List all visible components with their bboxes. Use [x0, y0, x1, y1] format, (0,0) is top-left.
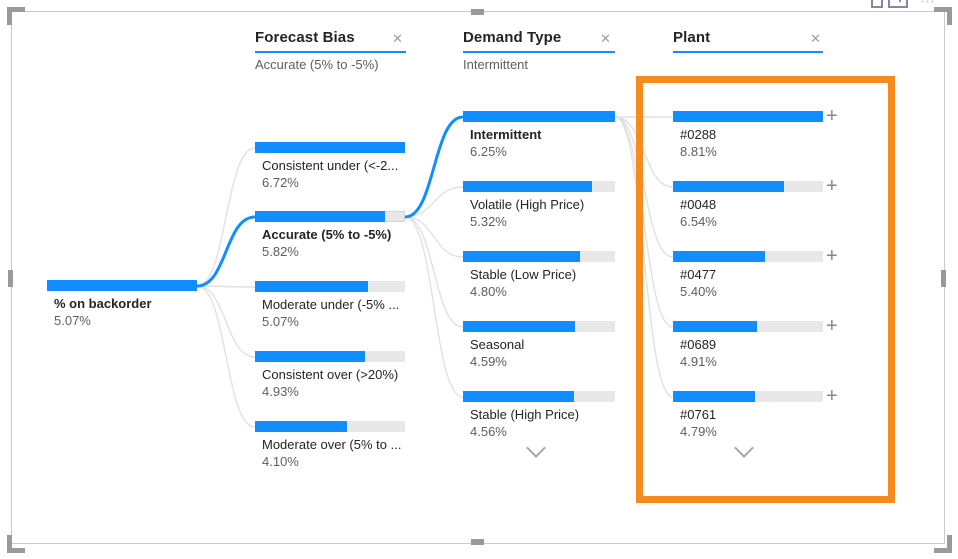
expand-plus-icon[interactable]: + [826, 105, 838, 127]
node-value: 8.81% [680, 144, 717, 159]
tree-node-plant-0689[interactable]: + #0689 4.91% [673, 315, 838, 369]
node-value: 6.25% [470, 144, 507, 159]
node-value: 5.32% [470, 214, 507, 229]
column-header-plant: Plant ✕ [673, 29, 823, 53]
node-value: 4.10% [262, 454, 299, 469]
node-bar [255, 281, 405, 292]
expand-plus-icon[interactable]: + [826, 245, 838, 267]
close-icon[interactable]: ✕ [810, 31, 821, 46]
column-title: Demand Type [463, 29, 562, 46]
node-label: #0477 [680, 267, 717, 282]
node-label: Volatile (High Price) [470, 197, 585, 212]
resize-handle-bottom-right[interactable] [934, 535, 952, 553]
pin-visual-icon[interactable] [888, 0, 908, 8]
node-label: Consistent over (>20%) [262, 367, 399, 382]
header-underline [463, 51, 615, 53]
tree-node-plant-0477[interactable]: + #0477 5.40% [673, 245, 838, 299]
column-subtitle: Intermittent [463, 57, 529, 72]
node-bar [47, 280, 197, 291]
tree-node-plant-0288[interactable]: + #0288 8.81% [673, 105, 838, 159]
node-label: Intermittent [470, 127, 542, 142]
tree-node-plant-0761[interactable]: + #0761 4.79% [673, 385, 838, 439]
node-bar [463, 251, 615, 262]
node-bar [255, 142, 405, 153]
node-value: 5.40% [680, 284, 717, 299]
expand-plus-icon[interactable]: + [826, 315, 838, 337]
tree-node-stable-high-price[interactable]: Stable (High Price) 4.56% [463, 391, 615, 439]
column-title: Plant [673, 29, 711, 46]
expand-plus-icon[interactable]: + [826, 385, 838, 407]
node-label: #0689 [680, 337, 717, 352]
node-value: 5.07% [54, 313, 91, 328]
node-label: Accurate (5% to -5%) [262, 227, 392, 242]
node-bar [463, 391, 615, 402]
node-label: #0288 [680, 127, 717, 142]
node-bar [255, 421, 405, 432]
close-icon[interactable]: ✕ [600, 31, 611, 46]
tree-node-consistent-under[interactable]: Consistent under (<-2... 6.72% [255, 142, 405, 190]
node-label: #0048 [680, 197, 717, 212]
header-underline [255, 51, 406, 53]
node-bar [255, 211, 405, 222]
node-value: 4.56% [470, 424, 507, 439]
resize-handle-top[interactable] [471, 9, 484, 15]
node-label: % on backorder [54, 296, 152, 311]
node-label: Stable (Low Price) [470, 267, 577, 282]
node-value: 4.91% [680, 354, 717, 369]
node-label: Moderate under (-5% ... [262, 297, 400, 312]
expand-plus-icon[interactable]: + [826, 175, 838, 197]
tree-node-accurate[interactable]: Accurate (5% to -5%) 5.82% [255, 211, 405, 259]
more-options-icon[interactable]: ⋯ [920, 0, 937, 10]
node-value: 4.93% [262, 384, 299, 399]
tree-node-volatile-high-price[interactable]: Volatile (High Price) 5.32% [463, 181, 615, 229]
resize-handle-left[interactable] [8, 270, 13, 287]
tree-node-moderate-under[interactable]: Moderate under (-5% ... 5.07% [255, 281, 405, 329]
tree-node-moderate-over[interactable]: Moderate over (5% to ... 4.10% [255, 421, 405, 469]
node-label: Stable (High Price) [470, 407, 580, 422]
root-node[interactable]: % on backorder 5.07% [47, 280, 197, 328]
node-bar [673, 251, 823, 262]
tree-node-stable-low-price[interactable]: Stable (Low Price) 4.80% [463, 251, 615, 299]
tree-node-plant-0048[interactable]: + #0048 6.54% [673, 175, 838, 229]
node-value: 4.79% [680, 424, 717, 439]
header-underline [673, 51, 823, 53]
node-value: 5.07% [262, 314, 299, 329]
resize-handle-right[interactable] [941, 270, 946, 287]
column-title: Forecast Bias [255, 29, 355, 46]
node-bar [255, 351, 405, 362]
node-bar [673, 111, 823, 122]
resize-handle-top-right[interactable] [934, 7, 952, 25]
node-label: #0761 [680, 407, 717, 422]
resize-handle-top-left[interactable] [7, 7, 25, 25]
resize-handle-bottom[interactable] [471, 539, 484, 545]
node-value: 4.80% [470, 284, 507, 299]
node-label: Moderate over (5% to ... [262, 437, 402, 452]
close-icon[interactable]: ✕ [392, 31, 403, 46]
node-value: 6.54% [680, 214, 717, 229]
column-header-forecast-bias: Forecast Bias ✕ Accurate (5% to -5%) [255, 29, 406, 72]
node-bar [463, 181, 615, 192]
tree-node-seasonal[interactable]: Seasonal 4.59% [463, 321, 615, 369]
node-label: Seasonal [470, 337, 525, 352]
node-bar [673, 321, 823, 332]
focus-mode-icon[interactable] [871, 0, 883, 8]
column-subtitle: Accurate (5% to -5%) [255, 57, 379, 72]
node-bar [673, 391, 823, 402]
highlight-rectangle [636, 76, 895, 503]
node-value: 5.82% [262, 244, 299, 259]
column-header-demand-type: Demand Type ✕ Intermittent [463, 29, 615, 72]
node-label: Consistent under (<-2... [262, 158, 399, 173]
tree-node-intermittent[interactable]: Intermittent 6.25% [463, 111, 615, 159]
node-value: 6.72% [262, 175, 299, 190]
resize-handle-bottom-left[interactable] [7, 535, 25, 553]
node-bar [673, 181, 823, 192]
node-value: 4.59% [470, 354, 507, 369]
tree-node-consistent-over[interactable]: Consistent over (>20%) 4.93% [255, 351, 405, 399]
node-bar [463, 321, 615, 332]
node-bar [463, 111, 615, 122]
